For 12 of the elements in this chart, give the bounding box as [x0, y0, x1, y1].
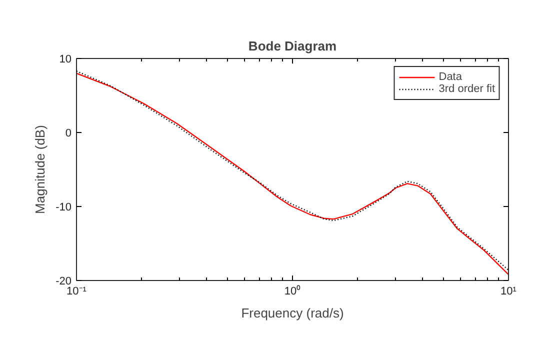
x-tick-label: 10⁻¹ [66, 286, 87, 298]
x-axis-title: Frequency (rad/s) [241, 306, 344, 320]
y-tick-label: 10 [59, 54, 72, 66]
x-tick-label: 10⁰ [284, 284, 301, 298]
legend-label: 3rd order fit [438, 83, 495, 95]
y-tick-label: -20 [56, 276, 72, 288]
y-tick-label: -10 [56, 202, 72, 214]
y-tick-label: 0 [65, 128, 72, 140]
legend-label: Data [438, 71, 462, 83]
y-axis-title: Magnitude (dB) [32, 125, 48, 214]
chart-title: Bode Diagram [248, 38, 337, 54]
x-tick-label: 10¹ [500, 286, 517, 298]
